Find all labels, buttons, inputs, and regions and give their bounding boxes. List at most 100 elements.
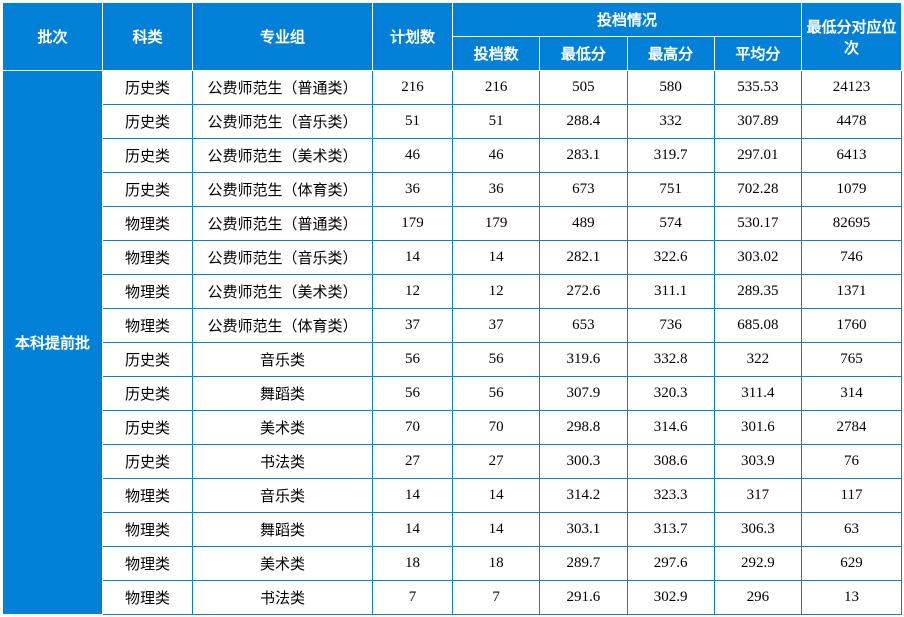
count-cell: 70 xyxy=(453,411,540,445)
header-min-score: 最低分 xyxy=(540,37,627,71)
count-cell: 7 xyxy=(453,581,540,615)
plan-cell: 18 xyxy=(373,547,453,581)
max-cell: 314.6 xyxy=(627,411,714,445)
count-cell: 51 xyxy=(453,105,540,139)
plan-cell: 12 xyxy=(373,275,453,309)
table-body: 本科提前批历史类公费师范生（普通类）216216505580535.532412… xyxy=(3,71,902,615)
header-admission: 投档情况 xyxy=(453,3,802,37)
major-cell: 公费师范生（体育类） xyxy=(193,309,373,343)
avg-cell: 301.6 xyxy=(714,411,801,445)
category-cell: 物理类 xyxy=(103,513,193,547)
rank-cell: 117 xyxy=(802,479,902,513)
rank-cell: 746 xyxy=(802,241,902,275)
max-cell: 311.1 xyxy=(627,275,714,309)
count-cell: 14 xyxy=(453,513,540,547)
table-row: 历史类公费师范生（体育类）3636673751702.281079 xyxy=(3,173,902,207)
min-cell: 307.9 xyxy=(540,377,627,411)
header-category: 科类 xyxy=(103,3,193,71)
major-cell: 公费师范生（音乐类） xyxy=(193,241,373,275)
major-cell: 美术类 xyxy=(193,547,373,581)
major-cell: 公费师范生（体育类） xyxy=(193,173,373,207)
major-cell: 书法类 xyxy=(193,581,373,615)
category-cell: 历史类 xyxy=(103,71,193,105)
max-cell: 313.7 xyxy=(627,513,714,547)
table-row: 物理类公费师范生（美术类）1212272.6311.1289.351371 xyxy=(3,275,902,309)
plan-cell: 36 xyxy=(373,173,453,207)
table-row: 物理类舞蹈类1414303.1313.7306.363 xyxy=(3,513,902,547)
batch-cell: 本科提前批 xyxy=(3,71,103,615)
plan-cell: 37 xyxy=(373,309,453,343)
max-cell: 319.7 xyxy=(627,139,714,173)
category-cell: 物理类 xyxy=(103,479,193,513)
category-cell: 历史类 xyxy=(103,139,193,173)
count-cell: 56 xyxy=(453,343,540,377)
avg-cell: 685.08 xyxy=(714,309,801,343)
rank-cell: 13 xyxy=(802,581,902,615)
min-cell: 489 xyxy=(540,207,627,241)
table-row: 历史类书法类2727300.3308.6303.976 xyxy=(3,445,902,479)
max-cell: 332 xyxy=(627,105,714,139)
rank-cell: 63 xyxy=(802,513,902,547)
major-cell: 舞蹈类 xyxy=(193,513,373,547)
avg-cell: 702.28 xyxy=(714,173,801,207)
header-major-group: 专业组 xyxy=(193,3,373,71)
max-cell: 302.9 xyxy=(627,581,714,615)
max-cell: 751 xyxy=(627,173,714,207)
major-cell: 音乐类 xyxy=(193,479,373,513)
rank-cell: 4478 xyxy=(802,105,902,139)
header-max-score: 最高分 xyxy=(627,37,714,71)
avg-cell: 296 xyxy=(714,581,801,615)
category-cell: 历史类 xyxy=(103,343,193,377)
rank-cell: 765 xyxy=(802,343,902,377)
count-cell: 56 xyxy=(453,377,540,411)
min-cell: 291.6 xyxy=(540,581,627,615)
category-cell: 物理类 xyxy=(103,275,193,309)
avg-cell: 306.3 xyxy=(714,513,801,547)
avg-cell: 317 xyxy=(714,479,801,513)
count-cell: 46 xyxy=(453,139,540,173)
min-cell: 298.8 xyxy=(540,411,627,445)
avg-cell: 289.35 xyxy=(714,275,801,309)
table-row: 历史类舞蹈类5656307.9320.3311.4314 xyxy=(3,377,902,411)
major-cell: 音乐类 xyxy=(193,343,373,377)
plan-cell: 27 xyxy=(373,445,453,479)
table-row: 物理类公费师范生（普通类）179179489574530.1782695 xyxy=(3,207,902,241)
min-cell: 300.3 xyxy=(540,445,627,479)
count-cell: 27 xyxy=(453,445,540,479)
major-cell: 公费师范生（普通类） xyxy=(193,207,373,241)
rank-cell: 2784 xyxy=(802,411,902,445)
table-row: 物理类书法类77291.6302.929613 xyxy=(3,581,902,615)
max-cell: 574 xyxy=(627,207,714,241)
admission-table: 批次 科类 专业组 计划数 投档情况 最低分对应位次 投档数 最低分 最高分 平… xyxy=(2,2,902,615)
table-row: 物理类公费师范生（体育类）3737653736685.081760 xyxy=(3,309,902,343)
max-cell: 332.8 xyxy=(627,343,714,377)
header-avg-score: 平均分 xyxy=(714,37,801,71)
table-row: 历史类公费师范生（音乐类）5151288.4332307.894478 xyxy=(3,105,902,139)
count-cell: 18 xyxy=(453,547,540,581)
rank-cell: 629 xyxy=(802,547,902,581)
min-cell: 272.6 xyxy=(540,275,627,309)
max-cell: 580 xyxy=(627,71,714,105)
category-cell: 历史类 xyxy=(103,411,193,445)
plan-cell: 14 xyxy=(373,479,453,513)
header-min-rank: 最低分对应位次 xyxy=(802,3,902,71)
rank-cell: 1371 xyxy=(802,275,902,309)
plan-cell: 56 xyxy=(373,377,453,411)
plan-cell: 14 xyxy=(373,513,453,547)
rank-cell: 6413 xyxy=(802,139,902,173)
header-plan-count: 计划数 xyxy=(373,3,453,71)
min-cell: 288.4 xyxy=(540,105,627,139)
plan-cell: 216 xyxy=(373,71,453,105)
min-cell: 653 xyxy=(540,309,627,343)
rank-cell: 1079 xyxy=(802,173,902,207)
major-cell: 舞蹈类 xyxy=(193,377,373,411)
table-row: 本科提前批历史类公费师范生（普通类）216216505580535.532412… xyxy=(3,71,902,105)
major-cell: 公费师范生（音乐类） xyxy=(193,105,373,139)
min-cell: 289.7 xyxy=(540,547,627,581)
table-row: 物理类公费师范生（音乐类）1414282.1322.6303.02746 xyxy=(3,241,902,275)
max-cell: 308.6 xyxy=(627,445,714,479)
category-cell: 历史类 xyxy=(103,445,193,479)
plan-cell: 46 xyxy=(373,139,453,173)
count-cell: 179 xyxy=(453,207,540,241)
plan-cell: 56 xyxy=(373,343,453,377)
